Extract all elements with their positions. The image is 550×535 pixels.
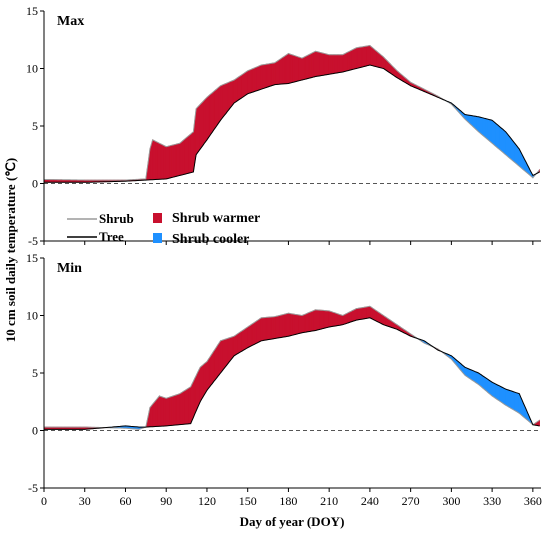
x-tick-label: 90 (160, 494, 172, 508)
shrub-line (44, 44, 540, 181)
y-tick-label: 15 (26, 4, 38, 18)
y-tick-label: 0 (32, 177, 38, 191)
x-tick-label: 60 (119, 494, 131, 508)
y-tick-label: 15 (26, 251, 38, 265)
x-tick-label: 330 (483, 494, 501, 508)
legend-tree-label: Tree (99, 229, 124, 244)
y-tick-label: 5 (32, 366, 38, 380)
x-tick-label: 360 (524, 494, 542, 508)
legend-shrub-label: Shrub (99, 211, 134, 226)
x-tick-label: 0 (41, 494, 47, 508)
y-tick-label: 10 (26, 62, 38, 76)
legend-warmer-label: Shrub warmer (172, 211, 260, 226)
panel-title: Max (57, 14, 84, 29)
x-tick-label: 30 (79, 494, 91, 508)
x-axis-label: Day of year (DOY) (240, 514, 345, 529)
legend-cooler-swatch (153, 233, 162, 243)
x-tick-label: 150 (239, 494, 257, 508)
panel-max: -5 0 5 10 15 Max (26, 4, 541, 248)
y-tick-label: 10 (26, 309, 38, 323)
shrub-line (44, 305, 540, 430)
y-axis-label: 10 cm soil daily temperature (℃) (3, 158, 18, 342)
panel-title: Min (57, 261, 82, 276)
y-tick-label: -5 (28, 234, 38, 248)
x-tick-label: 180 (279, 494, 297, 508)
y-tick-label: -5 (28, 481, 38, 495)
tree-line (44, 64, 540, 183)
y-tick-label: 5 (32, 119, 38, 133)
x-tick-label: 270 (402, 494, 420, 508)
y-tick-label: 0 (32, 424, 38, 438)
legend-warmer-swatch (153, 213, 162, 223)
legend: Shrub Tree Shrub warmer Shrub cooler (67, 211, 260, 247)
tree-line (44, 317, 540, 430)
x-tick-label: 240 (361, 494, 379, 508)
legend-cooler-label: Shrub cooler (172, 232, 249, 247)
x-tick-label: 210 (320, 494, 338, 508)
x-tick-label: 300 (442, 494, 460, 508)
x-tick-label: 120 (198, 494, 216, 508)
